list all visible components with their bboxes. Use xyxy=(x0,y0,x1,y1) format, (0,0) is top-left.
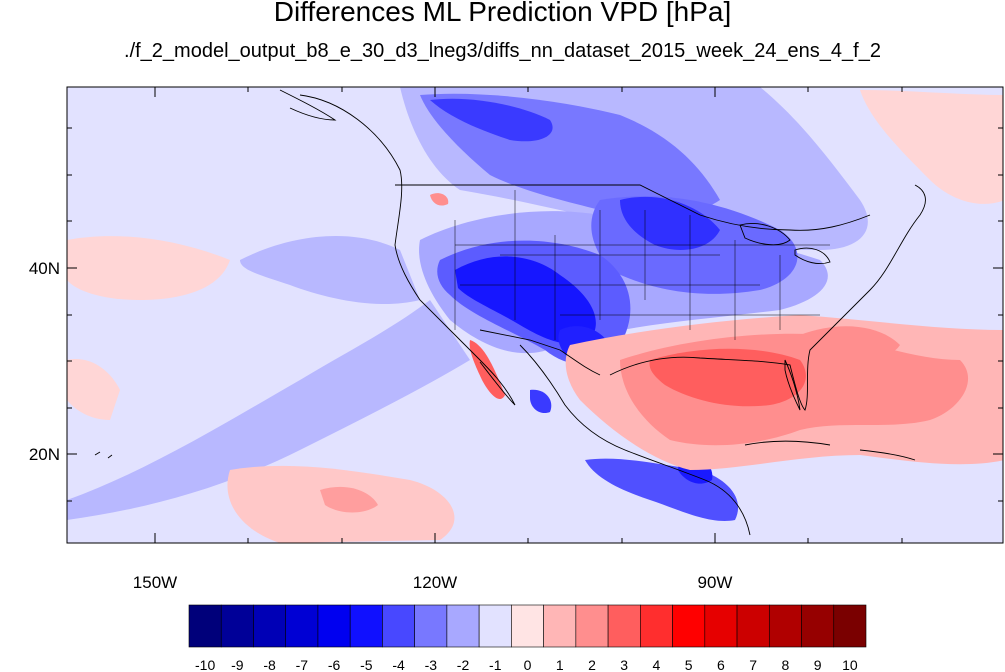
colorbar-box xyxy=(285,604,319,648)
caribbean xyxy=(744,440,916,461)
alaska-coast xyxy=(279,89,337,121)
colorbar-box xyxy=(220,604,254,648)
north-america-coast xyxy=(299,94,751,536)
x-tick-label-90w: 90W xyxy=(698,573,733,592)
y-major-ticks xyxy=(67,267,1003,455)
region-baja-red xyxy=(469,340,505,400)
x-tick-label-120w: 120W xyxy=(413,573,457,592)
region-far-pacific-pink xyxy=(67,236,230,300)
colorbar-box xyxy=(446,604,480,648)
us-canada-border xyxy=(395,184,871,231)
colorbar-label: -8 xyxy=(263,657,276,672)
colorbar-label: -7 xyxy=(296,657,309,672)
state-lines xyxy=(454,190,830,340)
colorbar-label: -1 xyxy=(489,657,502,672)
region-canada-core xyxy=(430,98,553,142)
colorbar-box xyxy=(543,604,577,648)
region-pacific-band xyxy=(67,300,470,520)
plot-subtitle: ./f_2_model_output_b8_e_30_d3_lneg3/diff… xyxy=(124,40,881,62)
colorbar-box xyxy=(768,604,802,648)
x-major-ticks xyxy=(154,87,716,543)
colorbar-box xyxy=(736,604,770,648)
colorbar-label: -2 xyxy=(457,657,470,672)
colorbar-label: 7 xyxy=(749,657,757,672)
coastlines xyxy=(94,89,926,536)
colorbar-label: -5 xyxy=(360,657,373,672)
colorbar-box xyxy=(672,604,706,648)
colorbar-label: 9 xyxy=(814,657,822,672)
vpd-difference-field xyxy=(67,87,1003,543)
great-lakes xyxy=(739,223,831,265)
region-offshore-west xyxy=(240,236,420,305)
colorbar-label: -4 xyxy=(392,657,405,672)
region-pacific-pink xyxy=(67,359,120,420)
colorbar-label: 8 xyxy=(782,657,790,672)
colorbar-box xyxy=(478,604,512,648)
region-baja-blue xyxy=(530,389,552,414)
colorbar-label: 0 xyxy=(524,657,532,672)
colorbar-box xyxy=(253,604,287,648)
colorbar-box xyxy=(349,604,383,648)
region-tropical-red xyxy=(320,486,378,513)
colorbar-label: 10 xyxy=(842,657,858,672)
plot-title: Differences ML Prediction VPD [hPa] xyxy=(273,0,732,27)
colorbar-label: -3 xyxy=(425,657,438,672)
us-mexico-border xyxy=(479,329,601,376)
colorbar-box xyxy=(317,604,351,648)
colorbar-label: -6 xyxy=(328,657,341,672)
x-minor-ticks xyxy=(247,87,903,543)
hawaii xyxy=(94,451,113,459)
region-southwest-core xyxy=(455,256,596,345)
region-gulf-red-core xyxy=(649,348,806,407)
colorbar-box xyxy=(704,604,738,648)
colorbar-box xyxy=(188,604,222,648)
y-tick-label-40n: 40N xyxy=(29,259,60,278)
florida xyxy=(784,359,801,411)
gulf-coast xyxy=(609,184,926,411)
region-east-atlantic-pink xyxy=(860,90,1003,204)
colorbar-box xyxy=(833,604,867,648)
colorbar: -10 -9 -8 -7 -6 -5 -4 -3 -2 -1 0 1 2 3 4 5 6 7 8 9 10 xyxy=(188,604,867,672)
colorbar-box xyxy=(607,604,641,648)
region-small-red-spot xyxy=(430,193,449,206)
colorbar-box xyxy=(640,604,673,648)
colorbar-box xyxy=(414,604,448,648)
colorbar-label: 4 xyxy=(653,657,661,672)
colorbar-box xyxy=(801,604,835,648)
colorbar-box xyxy=(575,604,609,648)
y-tick-label-20n: 20N xyxy=(29,445,60,464)
colorbar-label: 1 xyxy=(556,657,564,672)
y-minor-ticks xyxy=(67,127,1003,502)
colorbar-label: 2 xyxy=(588,657,596,672)
x-tick-label-150w: 150W xyxy=(133,573,177,592)
colorbar-label: 6 xyxy=(717,657,725,672)
colorbar-label: -9 xyxy=(231,657,244,672)
colorbar-label: 3 xyxy=(620,657,628,672)
colorbar-label: -10 xyxy=(195,657,215,672)
colorbar-box xyxy=(382,604,415,648)
colorbar-label: 5 xyxy=(685,657,693,672)
colorbar-box xyxy=(511,604,544,648)
